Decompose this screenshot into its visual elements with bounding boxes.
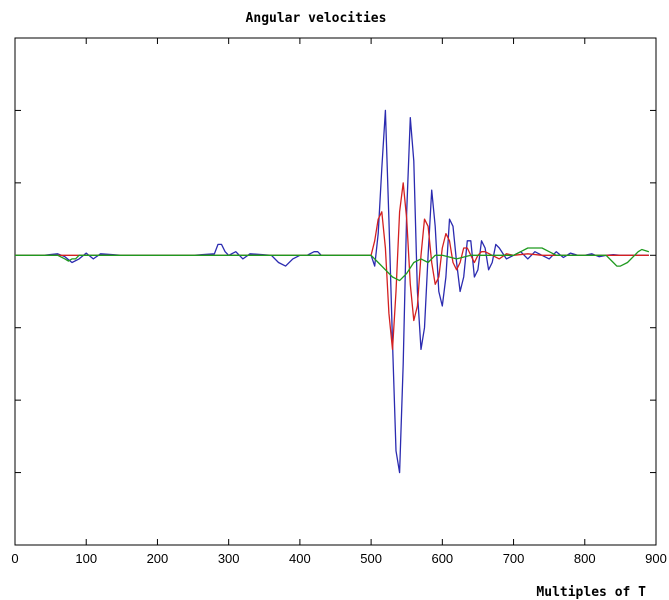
series-line-1 (15, 109, 649, 474)
x-tick-label: 700 (503, 551, 525, 566)
series-layer (15, 109, 650, 474)
series-line-2 (15, 182, 649, 351)
x-tick-label: 500 (360, 551, 382, 566)
x-tick-label: 0 (11, 551, 18, 566)
y-axis (15, 37, 656, 546)
x-tick-label: 400 (289, 551, 311, 566)
x-axis-label: Multiples of T (536, 585, 646, 600)
x-tick-label: 100 (75, 551, 97, 566)
plot-frame (14, 37, 657, 546)
plot-border (14, 37, 657, 546)
x-tick-label: 900 (645, 551, 667, 566)
chart-title: Angular velocities (246, 11, 387, 26)
x-tick-label: 800 (574, 551, 596, 566)
x-axis: 0 100 200 300 400 500 600 700 800 900 (11, 38, 667, 566)
x-tick-label: 200 (147, 551, 169, 566)
x-tick-label: 300 (218, 551, 240, 566)
x-tick-label: 600 (431, 551, 453, 566)
series-line-3 (15, 247, 650, 282)
